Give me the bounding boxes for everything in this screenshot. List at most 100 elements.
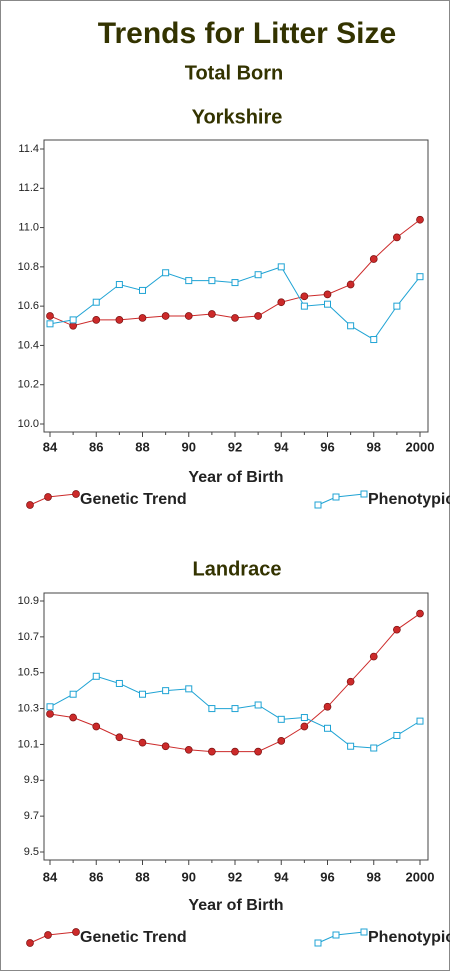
marker [323, 290, 332, 299]
x-tick-label: 90 [182, 439, 196, 454]
marker [139, 286, 146, 294]
y-tick-label: 10.5 [18, 667, 39, 679]
x-tick-label: 2000 [406, 439, 435, 454]
y-tick-label: 10.3 [18, 702, 39, 714]
y-tick-label: 9.7 [24, 810, 39, 822]
marker [138, 314, 147, 322]
marker [69, 713, 77, 722]
legend-label: Phenotypic [368, 929, 450, 946]
y-tick-label: 11.0 [18, 221, 39, 233]
legend-marker [44, 493, 52, 501]
marker [416, 215, 424, 224]
marker [346, 280, 355, 289]
marker [92, 672, 100, 680]
marker [69, 316, 77, 324]
marker [115, 316, 124, 324]
legend-marker [72, 490, 80, 498]
y-tick-label: 10.6 [18, 300, 39, 312]
legend-marker [26, 939, 34, 947]
page-title: Trends for Litter Size [98, 17, 396, 50]
marker [370, 336, 378, 344]
marker [231, 314, 239, 322]
legend-marker [26, 501, 34, 509]
y-tick-label: 9.9 [24, 774, 39, 786]
marker [277, 263, 285, 271]
marker [277, 298, 286, 307]
legend-marker [332, 931, 340, 939]
marker [393, 731, 401, 739]
marker [347, 322, 355, 330]
marker [393, 625, 401, 634]
y-tick-label: 10.8 [18, 261, 39, 273]
legend-label: Phenotypic [368, 491, 450, 508]
marker [208, 705, 216, 713]
legend-label: Genetic Trend [80, 929, 187, 946]
marker [300, 292, 309, 301]
y-tick-label: 11.4 [18, 143, 39, 155]
marker [92, 316, 101, 324]
y-tick-label: 10.1 [18, 738, 39, 750]
marker [185, 685, 193, 693]
x-tick-label: 88 [135, 439, 149, 454]
x-tick-label: 86 [89, 439, 103, 454]
legend-marker [360, 928, 368, 936]
x-tick-label: 98 [367, 439, 381, 454]
marker [370, 744, 378, 752]
marker [254, 701, 262, 709]
page-subtitle: Total Born [185, 62, 284, 84]
y-tick-label: 10.0 [18, 418, 39, 430]
x-axis-label: Year of Birth [188, 469, 283, 486]
legend-label: Genetic Trend [80, 491, 187, 508]
marker [46, 320, 54, 328]
marker [162, 269, 170, 277]
x-tick-label: 96 [320, 869, 334, 884]
marker [393, 302, 401, 310]
marker [346, 677, 355, 686]
marker [369, 255, 378, 263]
x-tick-label: 94 [274, 439, 289, 454]
marker [231, 279, 239, 287]
legend-marker [360, 490, 368, 498]
marker [115, 679, 123, 687]
marker [92, 298, 100, 306]
marker [69, 690, 77, 698]
x-tick-label: 84 [43, 439, 58, 454]
x-tick-label: 96 [320, 439, 334, 454]
marker [46, 312, 54, 320]
marker [208, 310, 216, 318]
marker [347, 742, 355, 750]
marker [323, 702, 332, 711]
legend-marker [72, 928, 80, 936]
marker [92, 722, 101, 731]
marker [208, 747, 216, 756]
y-tick-label: 10.2 [18, 379, 39, 391]
marker [254, 312, 262, 320]
marker [254, 747, 262, 756]
y-tick-label: 11.2 [18, 182, 39, 194]
y-tick-label: 10.9 [18, 595, 39, 607]
marker [277, 715, 285, 723]
y-tick-label: 10.4 [18, 339, 39, 351]
x-axis-label: Year of Birth [188, 897, 283, 914]
x-tick-label: 88 [135, 869, 149, 884]
marker [162, 687, 170, 695]
marker [139, 690, 146, 698]
marker [231, 747, 239, 756]
marker [300, 302, 308, 310]
x-tick-label: 90 [182, 869, 196, 884]
marker [393, 233, 401, 242]
marker [115, 733, 124, 742]
x-tick-label: 92 [228, 869, 242, 884]
marker [184, 745, 193, 754]
marker [161, 312, 170, 320]
marker [277, 736, 286, 745]
legend-marker [44, 931, 52, 939]
legend-marker [332, 493, 340, 501]
x-tick-label: 94 [274, 869, 289, 884]
chart-title: Yorkshire [192, 106, 283, 128]
marker [184, 312, 193, 320]
x-tick-label: 92 [228, 439, 242, 454]
plot-frame [43, 592, 429, 861]
marker [416, 609, 424, 618]
